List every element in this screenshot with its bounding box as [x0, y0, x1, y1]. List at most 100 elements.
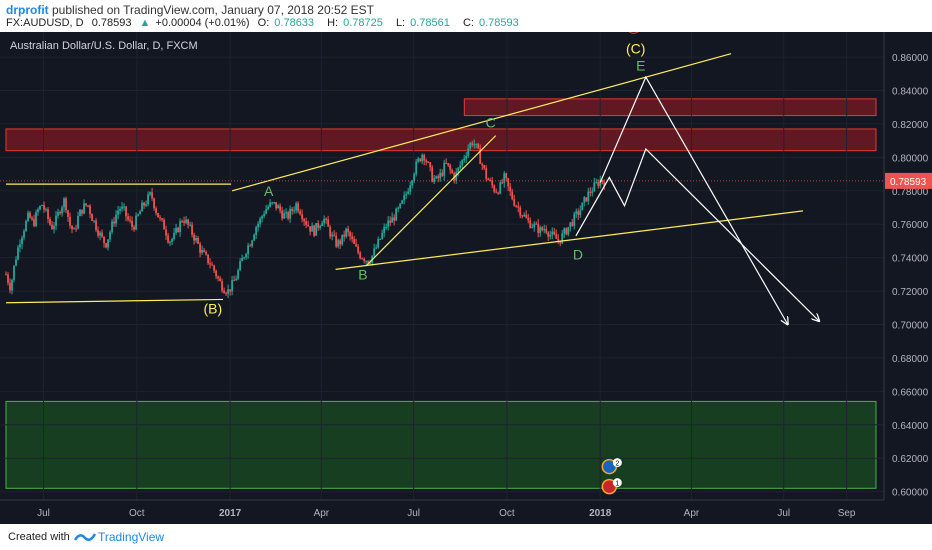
candle-body: [227, 289, 229, 294]
candle-body: [191, 224, 193, 235]
candle-body: [267, 206, 270, 210]
candle-body: [379, 238, 382, 240]
candle-body: [393, 217, 396, 221]
candle-body: [389, 220, 392, 223]
candle-body: [25, 220, 27, 232]
y-tick-label: 0.66000: [892, 387, 929, 398]
candle-body: [437, 176, 440, 179]
candle-body: [329, 226, 332, 237]
candle-body: [135, 215, 137, 230]
candle-body: [325, 218, 328, 220]
candle-body: [143, 202, 145, 206]
candle-body: [173, 232, 175, 239]
candle-body: [503, 173, 506, 183]
candle-body: [333, 234, 336, 236]
candle-body: [551, 231, 554, 235]
candle-body: [71, 225, 73, 230]
candle-body: [501, 182, 504, 184]
candle-body: [563, 228, 566, 234]
candle-body: [169, 241, 171, 243]
candle-body: [461, 160, 464, 166]
last-price: 0.78593: [91, 17, 132, 29]
candle-body: [207, 254, 209, 264]
author-name[interactable]: drprofit: [6, 3, 49, 17]
candle-body: [441, 172, 444, 176]
y-tick-label: 0.68000: [892, 354, 929, 365]
candle-body: [295, 203, 298, 211]
candle-body: [47, 209, 49, 220]
candle-body: [351, 236, 354, 239]
candle-body: [363, 258, 366, 262]
candle-body: [275, 202, 278, 209]
candle-body: [579, 210, 582, 215]
x-tick-label: Jul: [37, 508, 50, 519]
candle-body: [9, 282, 11, 291]
candle-body: [133, 226, 135, 230]
candle-body: [61, 207, 63, 214]
candle-body: [17, 247, 19, 260]
wave-label: (B): [204, 301, 223, 317]
publish-line: drprofit published on TradingView.com, J…: [6, 3, 374, 17]
candle-body: [587, 191, 590, 202]
candle-body: [233, 280, 235, 282]
candle-body: [13, 265, 15, 280]
candle-body: [97, 230, 99, 236]
candle-body: [159, 217, 161, 219]
candle-body: [583, 197, 586, 203]
wave-label: (C): [626, 41, 645, 57]
created-with-text: Created with: [8, 531, 70, 543]
candle-body: [569, 222, 572, 228]
candle-body: [469, 143, 472, 149]
y-tick-label: 0.84000: [892, 87, 929, 98]
candle-body: [335, 235, 338, 247]
candle-body: [139, 211, 141, 215]
candle-body: [577, 211, 580, 215]
x-tick-label: Oct: [129, 508, 145, 519]
candle-body: [81, 209, 83, 214]
price-chart[interactable]: (B) A B C D E(C) 4 2 1 0.86000 0.84000 0.82000 0.80…: [0, 32, 932, 524]
candle-body: [395, 208, 398, 221]
candle-body: [277, 205, 280, 209]
header-bar: drprofit published on TradingView.com, J…: [0, 0, 932, 32]
candle-body: [421, 154, 424, 162]
x-tick-label: Apr: [684, 508, 700, 519]
symbol: FX:AUDUSD, D: [6, 17, 84, 29]
high-label: H:: [327, 17, 339, 29]
candle-body: [529, 220, 532, 228]
candle-body: [59, 211, 61, 214]
candle-body: [73, 228, 75, 230]
candle-body: [463, 158, 466, 161]
candle-body: [151, 192, 153, 199]
candle-body: [327, 219, 330, 227]
candle-body: [481, 163, 484, 166]
candle-body: [321, 223, 324, 226]
candle-body: [273, 202, 276, 204]
y-tick-label: 0.86000: [892, 53, 929, 64]
x-tick-label: 2018: [589, 508, 612, 519]
candle-body: [427, 162, 430, 164]
candle-body: [429, 162, 432, 168]
candle-body: [555, 234, 558, 239]
candle-body: [35, 212, 37, 227]
candle-body: [67, 210, 69, 217]
candle-body: [95, 220, 97, 231]
tradingview-brand[interactable]: TradingView: [98, 530, 165, 544]
candle-body: [589, 191, 592, 193]
high-value: 0.78725: [343, 17, 383, 29]
candle-body: [467, 148, 470, 156]
candle-body: [399, 203, 402, 208]
candle-body: [119, 208, 121, 211]
candle-body: [165, 229, 167, 236]
candle-body: [255, 227, 258, 235]
candle-body: [405, 193, 408, 196]
candle-body: [493, 185, 496, 192]
candle-body: [315, 223, 318, 236]
candle-body: [7, 274, 9, 283]
event-count: 1: [615, 481, 619, 488]
candle-body: [417, 158, 420, 162]
candle-body: [291, 208, 294, 211]
demand-zone: [5, 400, 877, 489]
candle-body: [341, 234, 344, 245]
candle-body: [559, 240, 562, 244]
projection-arrow: [599, 75, 788, 324]
